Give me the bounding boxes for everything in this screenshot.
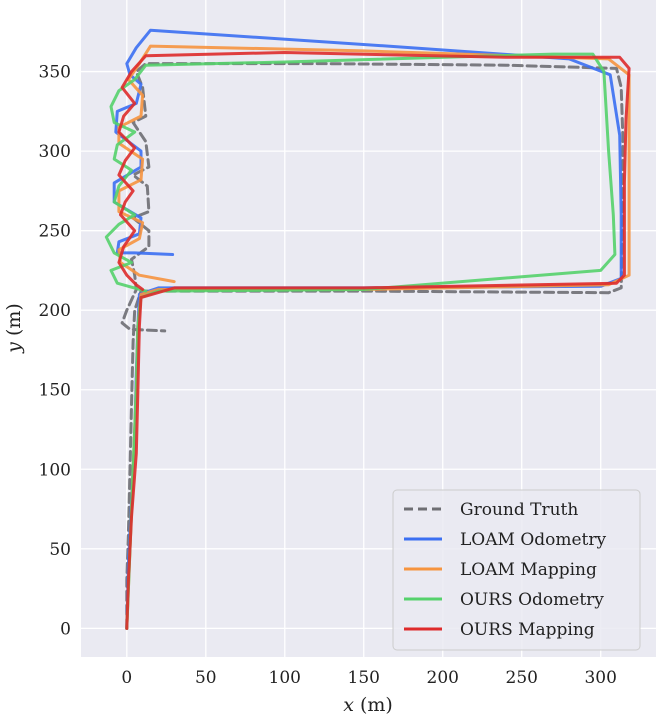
- y-tick-label: 350: [39, 63, 71, 83]
- legend-label: LOAM Odometry: [460, 530, 607, 550]
- y-tick-label: 250: [39, 222, 71, 242]
- legend-label: LOAM Mapping: [460, 560, 597, 580]
- grid-lines: [81, 0, 656, 657]
- x-tick-label: 300: [584, 668, 616, 688]
- legend-label: OURS Odometry: [460, 590, 604, 610]
- x-axis-label: x (m): [343, 694, 393, 716]
- y-tick-label: 100: [39, 460, 71, 480]
- x-tick-label: 50: [195, 668, 217, 688]
- x-axis-ticks: 0 50 100 150 200 250 300: [121, 668, 617, 688]
- y-tick-label: 0: [60, 619, 71, 639]
- x-tick-label: 250: [506, 668, 538, 688]
- y-tick-label: 200: [39, 301, 71, 321]
- y-tick-label: 150: [39, 381, 71, 401]
- x-tick-label: 0: [121, 668, 132, 688]
- y-tick-label: 300: [39, 142, 71, 162]
- y-axis-ticks: 0 50 100 150 200 250 300 350: [39, 63, 71, 640]
- legend-box: [392, 489, 641, 651]
- series-lines: [104, 28, 631, 630]
- legend: Ground Truth LOAM Odometry LOAM Mapping OUR…: [392, 489, 641, 651]
- legend-label: Ground Truth: [460, 500, 578, 520]
- x-tick-label: 150: [348, 668, 380, 688]
- x-tick-label: 200: [427, 668, 459, 688]
- legend-label: OURS Mapping: [460, 620, 595, 640]
- x-tick-label: 100: [269, 668, 301, 688]
- series-line-ours-mapping: [117, 51, 631, 630]
- series-line-ground-truth: [120, 62, 625, 630]
- y-axis-label: y (m): [3, 303, 25, 354]
- y-tick-label: 50: [49, 540, 71, 560]
